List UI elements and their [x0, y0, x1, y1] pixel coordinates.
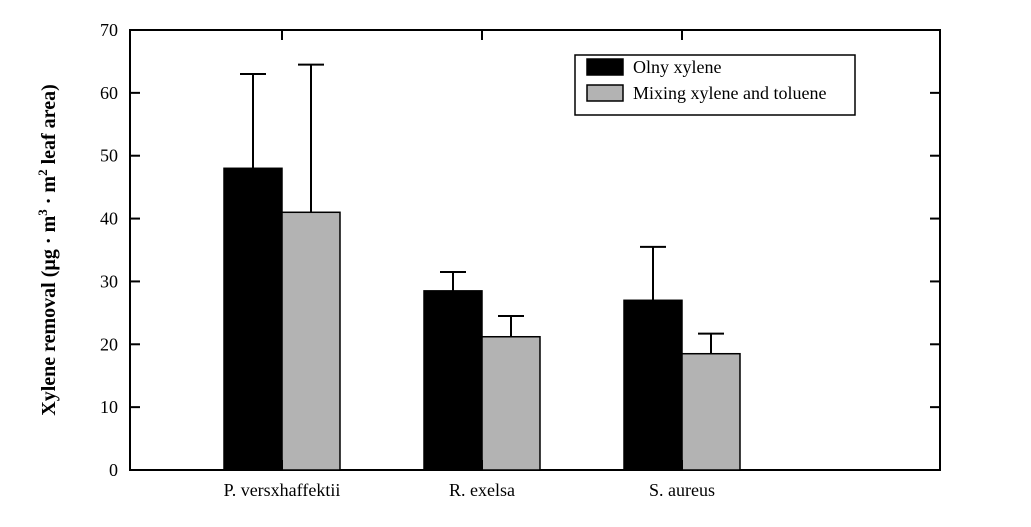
legend-swatch [587, 85, 623, 101]
xtick-label: S. aureus [649, 480, 715, 500]
legend-label: Olny xylene [633, 57, 721, 77]
ytick-label: 20 [100, 334, 118, 354]
xtick-label: R. exelsa [449, 480, 515, 500]
xylene-removal-bar-chart: 0 10 20 30 40 50 60 70 Xylene removal (µg · m3 ·… [0, 0, 1031, 527]
bar-mixing [482, 337, 540, 470]
bar-mixing [682, 354, 740, 470]
ytick-label: 40 [100, 209, 118, 229]
ytick-label: 0 [109, 460, 118, 480]
legend-swatch [587, 59, 623, 75]
ytick-label: 10 [100, 397, 118, 417]
chart-svg: 0 10 20 30 40 50 60 70 Xylene removal (µg · m3 ·… [0, 0, 1031, 527]
ytick-label: 30 [100, 271, 118, 291]
bar-only-xylene [424, 291, 482, 470]
xtick-label: P. versxhaffektii [224, 480, 341, 500]
ytick-label: 50 [100, 146, 118, 166]
ytick-label: 70 [100, 20, 118, 40]
bar-mixing [282, 212, 340, 470]
bar-only-xylene [624, 300, 682, 470]
ytick-label: 60 [100, 83, 118, 103]
legend-label: Mixing xylene and toluene [633, 83, 826, 103]
y-axis-label: Xylene removal (µg · m3 · m2 leaf area) [35, 84, 60, 416]
bar-only-xylene [224, 168, 282, 470]
